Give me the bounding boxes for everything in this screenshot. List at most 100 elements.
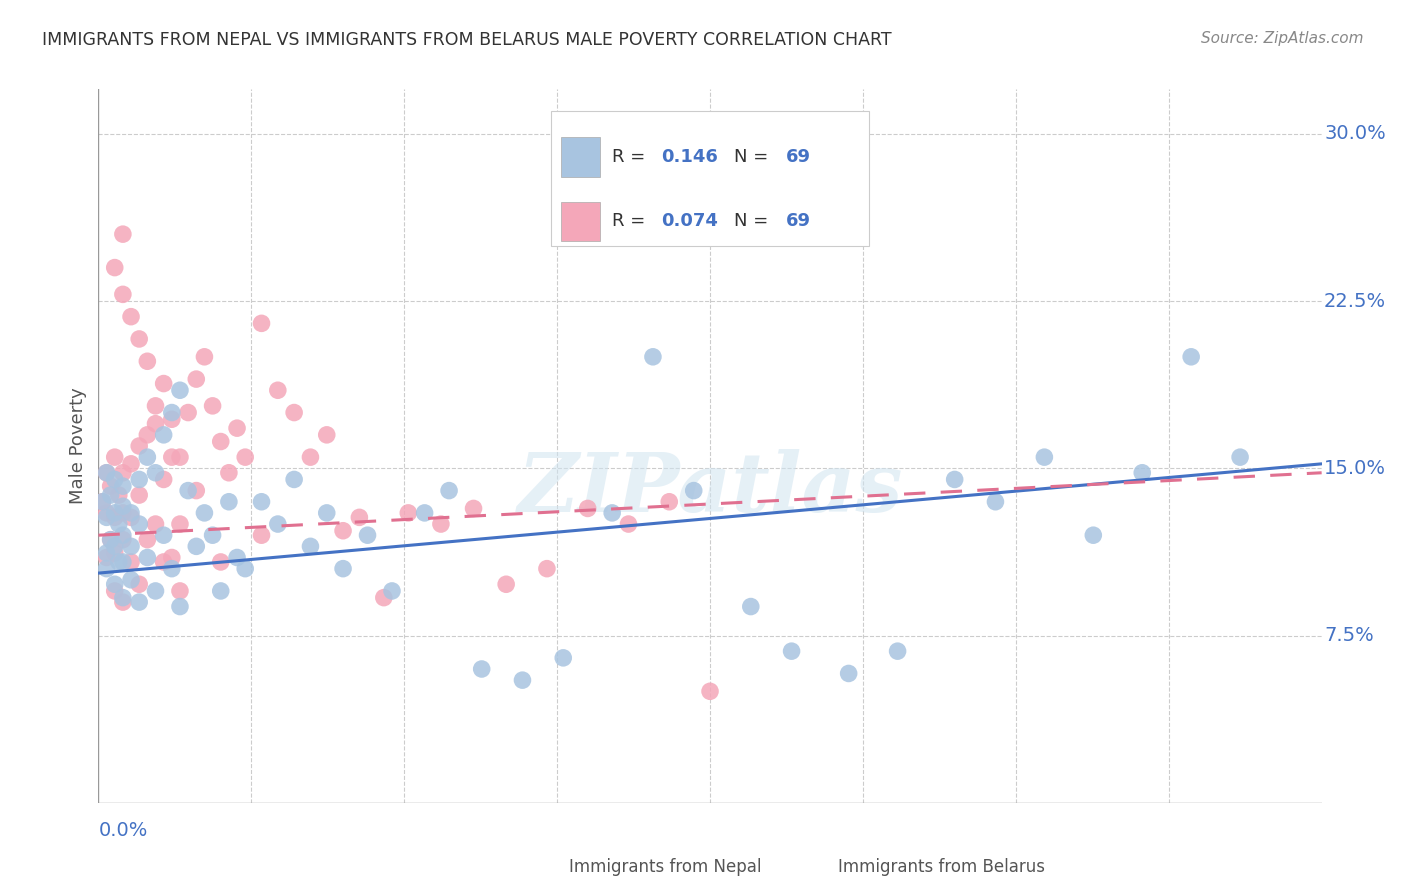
Point (96, 546, 118, 560)
Text: 69: 69 (786, 212, 811, 230)
Point (186, 539, 208, 553)
Point (96, 510, 118, 524)
Point (283, 473, 305, 487)
Point (111, 287, 134, 301)
Point (658, 494, 681, 508)
Point (193, 506, 215, 520)
Point (145, 583, 167, 598)
Text: Immigrants from Nepal: Immigrants from Nepal (569, 858, 762, 876)
Point (201, 528, 224, 542)
Point (495, 577, 517, 591)
Point (96, 466, 118, 480)
Point (111, 227, 134, 241)
Point (111, 506, 134, 520)
Point (186, 483, 208, 498)
Point (145, 399, 167, 413)
Point (128, 332, 150, 346)
Point (91, 494, 114, 508)
Y-axis label: Male Poverty: Male Poverty (69, 388, 87, 504)
Point (104, 506, 127, 520)
Point (111, 528, 134, 542)
Point (512, 673, 534, 687)
Point (160, 562, 183, 576)
Point (128, 517, 150, 532)
Point (209, 583, 232, 598)
Point (145, 517, 167, 532)
Point (111, 500, 134, 514)
Point (104, 546, 127, 560)
Point (136, 427, 159, 442)
Point (111, 591, 134, 605)
FancyBboxPatch shape (796, 855, 830, 885)
Point (356, 528, 378, 542)
Point (160, 412, 183, 426)
Point (111, 533, 134, 547)
Point (349, 510, 371, 524)
Point (152, 528, 174, 542)
Point (218, 494, 240, 508)
Point (96, 562, 118, 576)
Point (169, 517, 191, 532)
Text: N =: N = (734, 148, 775, 166)
Point (96, 550, 118, 565)
Point (233, 562, 256, 576)
Point (886, 644, 908, 658)
Point (100, 533, 122, 547)
Point (984, 494, 1007, 508)
Point (250, 317, 273, 331)
Point (201, 399, 224, 413)
Point (576, 501, 599, 516)
Text: ZIPatlas: ZIPatlas (517, 449, 903, 529)
Point (128, 439, 150, 453)
Point (553, 651, 575, 665)
Point (1229, 450, 1251, 465)
FancyBboxPatch shape (551, 111, 869, 246)
Point (430, 517, 453, 532)
Point (152, 427, 174, 442)
Point (437, 483, 460, 498)
Point (152, 376, 174, 391)
Point (332, 562, 354, 576)
Point (536, 562, 558, 576)
Point (186, 372, 208, 386)
Point (160, 450, 183, 465)
Point (100, 479, 122, 493)
Point (463, 501, 485, 516)
FancyBboxPatch shape (561, 202, 600, 241)
Point (315, 506, 337, 520)
Point (471, 662, 494, 676)
Point (136, 550, 159, 565)
Point (100, 533, 122, 547)
Point (104, 583, 127, 598)
Text: N =: N = (734, 212, 775, 230)
Point (396, 506, 419, 520)
Point (128, 473, 150, 487)
Point (136, 354, 159, 368)
Text: 15.0%: 15.0% (1324, 458, 1386, 478)
Point (128, 595, 150, 609)
Point (160, 550, 183, 565)
Point (120, 555, 142, 569)
Point (177, 483, 200, 498)
FancyBboxPatch shape (526, 855, 561, 885)
Point (838, 666, 860, 681)
Point (218, 466, 240, 480)
Point (169, 583, 191, 598)
Point (120, 310, 142, 324)
Point (136, 450, 159, 465)
Point (128, 488, 150, 502)
Point (104, 260, 127, 275)
Point (1083, 528, 1105, 542)
Point (108, 555, 131, 569)
Point (91, 494, 114, 508)
Point (373, 591, 395, 605)
Point (1180, 350, 1202, 364)
Point (315, 427, 337, 442)
Point (111, 479, 134, 493)
Point (104, 473, 127, 487)
Point (209, 555, 232, 569)
Point (381, 583, 404, 598)
Point (226, 550, 249, 565)
Point (1033, 450, 1056, 465)
Point (111, 595, 134, 609)
